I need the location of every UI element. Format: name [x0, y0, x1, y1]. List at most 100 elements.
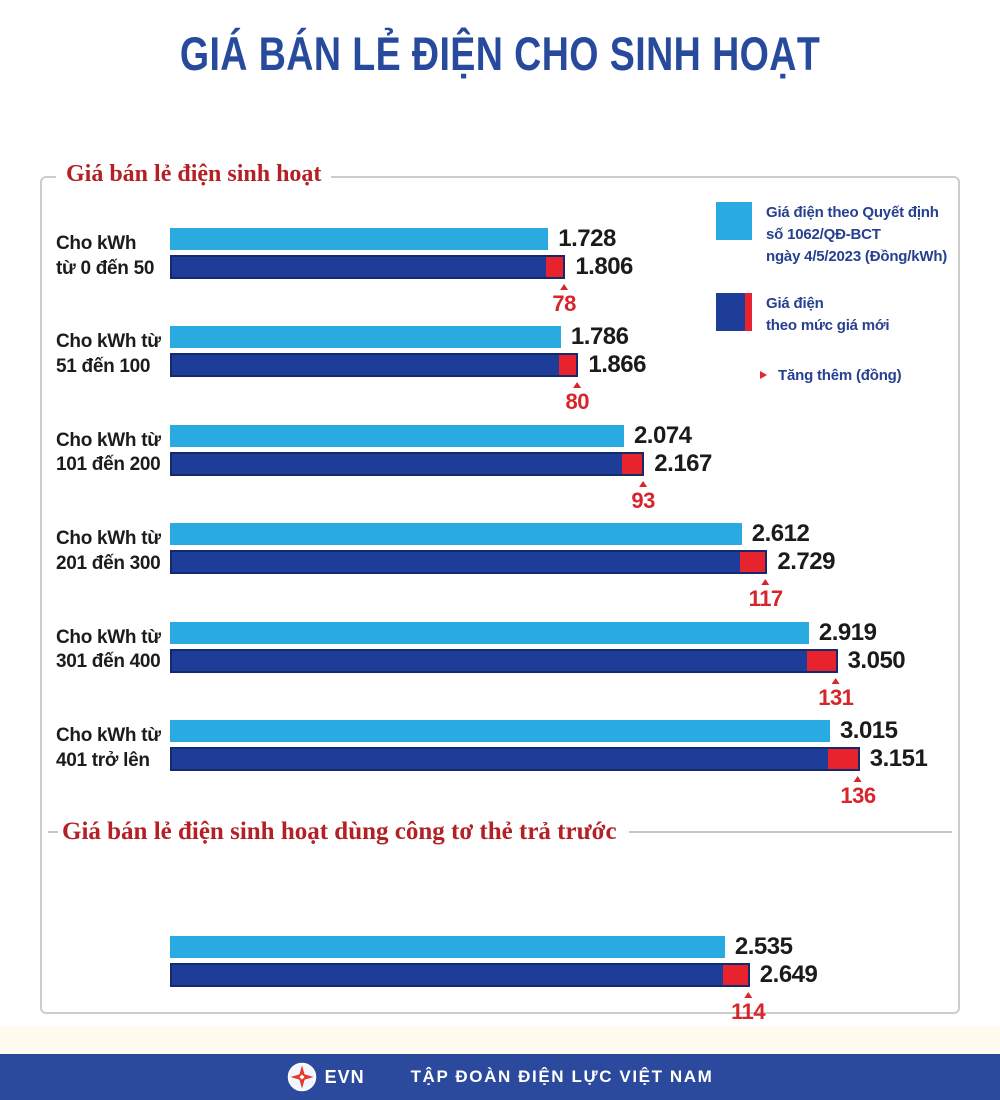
legend-line: số 1062/QĐ-BCT — [766, 225, 881, 243]
legend-line: Giá điện theo Quyết định — [766, 204, 939, 221]
bar-old-price — [170, 719, 830, 742]
value-label-new: 2.649 — [759, 961, 818, 989]
group-label: Cho kWh từ 201 đến 300 — [42, 523, 170, 576]
bar-increase-tip — [828, 748, 858, 769]
bar-old-price — [170, 936, 725, 959]
bar-pair: 3.015 3.151 136 — [170, 716, 958, 808]
group-label-line1: Cho kWh từ — [56, 528, 161, 550]
evn-logo-text: EVN — [324, 1066, 365, 1087]
legend: Giá điện theo Quyết định số 1062/QĐ-BCT … — [716, 202, 948, 413]
tier-bar-groups: Cho kWh từ 0 đến 50 1.728 1.806 78 Cho kWh từ… — [42, 178, 958, 808]
group-label-line2: 51 đến 100 — [56, 356, 151, 378]
group-label: Cho kWh từ 401 trở lên — [42, 720, 170, 773]
section2-heading-row: Giá bán lẻ điện sinh hoạt dùng công tơ t… — [48, 818, 952, 846]
group-label: Cho kWh từ 301 đến 400 — [42, 622, 170, 675]
group-label-line2: 101 đến 200 — [56, 454, 161, 476]
bar-group: Cho kWh từ 301 đến 400 2.919 3.050 131 — [42, 618, 958, 710]
increase-callout: 93 — [631, 480, 655, 514]
increase-arrow-up-icon — [831, 677, 840, 684]
value-label-new: 3.050 — [847, 646, 906, 674]
legend-item-decision-price: Giá điện theo Quyết định số 1062/QĐ-BCT … — [716, 202, 948, 267]
bar-new-price — [170, 353, 579, 378]
bar-old-price — [170, 228, 549, 250]
bar-group: Cho kWh từ 401 trở lên 3.015 3.151 136 — [42, 716, 958, 808]
group-label-line2: từ 0 đến 50 — [56, 257, 155, 279]
value-label-old: 2.074 — [633, 421, 692, 449]
bar-increase-tip — [546, 257, 564, 277]
bar-new-price — [170, 746, 860, 771]
increase-value: 93 — [631, 487, 655, 513]
group-label-empty — [42, 936, 170, 987]
increase-value: 114 — [731, 999, 766, 1025]
group-label-line1: Cho kWh từ — [56, 626, 161, 648]
legend-label-decision-price: Giá điện theo Quyết định số 1062/QĐ-BCT … — [766, 202, 947, 267]
bar-old-price — [170, 621, 809, 644]
group-label-line2: 201 đến 300 — [56, 552, 161, 574]
increase-callout: 78 — [552, 284, 576, 317]
bar-group: Cho kWh từ 0 đến 50 1.728 1.806 78 — [42, 225, 958, 316]
bar-old-price — [170, 326, 561, 349]
section2-heading: Giá bán lẻ điện sinh hoạt dùng công tơ t… — [62, 818, 617, 846]
bar-group: Cho kWh từ 201 đến 300 2.612 2.729 117 — [42, 520, 958, 611]
group-label: Cho kWh từ 51 đến 100 — [42, 326, 170, 379]
increase-callout: 136 — [840, 775, 876, 809]
legend-swatch-new-price-icon — [716, 293, 752, 332]
footer-org-name: TẬP ĐOÀN ĐIỆN LỰC VIỆT NAM — [410, 1067, 714, 1086]
legend-line: Tăng thêm (đồng) — [778, 366, 902, 384]
increase-callout: 80 — [565, 382, 589, 415]
bar-pair: 1.728 1.806 78 — [170, 225, 958, 316]
evn-logo-icon — [287, 1062, 316, 1092]
legend-item-new-price: Giá điện theo mức giá mới — [716, 293, 948, 337]
increase-callout: 131 — [818, 677, 854, 711]
section1-heading: Giá bán lẻ điện sinh hoạt — [56, 161, 332, 188]
legend-item-increase: Tăng thêm (đồng) — [716, 363, 948, 387]
bar-pair: 2.919 3.050 131 — [170, 618, 958, 710]
legend-label-increase: Tăng thêm (đồng) — [778, 365, 902, 387]
infographic-page: GIÁ BÁN LẺ ĐIỆN CHO SINH HOẠT Giá bán lẻ… — [0, 26, 1000, 1100]
bar-new-price — [170, 255, 566, 279]
increase-callout: 117 — [749, 579, 783, 612]
increase-arrow-up-icon — [853, 775, 862, 782]
bar-old-price — [170, 424, 624, 447]
chart-frame: Giá bán lẻ điện sinh hoạt Giá điện theo … — [40, 161, 960, 1024]
legend-label-new-price: Giá điện theo mức giá mới — [766, 293, 890, 337]
increase-value: 131 — [818, 684, 854, 710]
increase-arrow-up-icon — [639, 480, 648, 487]
increase-callout: 114 — [731, 992, 766, 1025]
heading-rule-right — [628, 831, 952, 834]
increase-value: 117 — [748, 586, 784, 612]
value-label-old: 2.535 — [734, 933, 793, 961]
bar-new-price — [170, 648, 838, 673]
group-label-line1: Cho kWh từ — [56, 429, 161, 451]
value-label-old: 3.015 — [839, 716, 898, 744]
bar-increase-tip — [723, 965, 748, 986]
bar-pair: 1.786 1.866 80 — [170, 323, 958, 414]
cream-strip — [0, 1026, 1000, 1054]
bar-increase-tip — [622, 453, 643, 474]
group-label-line2: 401 trở lên — [56, 749, 150, 771]
value-label-old: 2.612 — [751, 520, 810, 548]
bar-group: 2.535 2.649 114 — [42, 933, 958, 1024]
group-label-line1: Cho kWh từ — [56, 331, 161, 353]
increase-arrow-up-icon — [744, 992, 753, 999]
value-label-new: 1.866 — [588, 351, 646, 379]
increase-arrow-up-icon — [573, 382, 582, 389]
group-label: Cho kWh từ 0 đến 50 — [42, 228, 170, 281]
bar-new-price — [170, 550, 768, 575]
bar-group: Cho kWh từ 101 đến 200 2.074 2.167 93 — [42, 421, 958, 513]
group-label-line1: Cho kWh từ — [56, 724, 161, 746]
legend-swatch-old-price-icon — [716, 202, 752, 240]
value-label-old: 1.786 — [570, 323, 629, 351]
value-label-old: 1.728 — [558, 225, 616, 252]
page-title: GIÁ BÁN LẺ ĐIỆN CHO SINH HOẠT — [179, 27, 821, 80]
bar-pair: 2.535 2.649 114 — [170, 933, 958, 1024]
legend-line: ngày 4/5/2023 (Đồng/kWh) — [766, 247, 948, 265]
group-label-line1: Cho kWh — [56, 233, 137, 254]
increase-value: 80 — [565, 389, 589, 415]
group-label: Cho kWh từ 101 đến 200 — [42, 425, 170, 478]
bar-increase-tip — [739, 552, 766, 573]
increase-arrow-up-icon — [560, 284, 569, 290]
bar-increase-tip — [559, 355, 577, 376]
value-label-old: 2.919 — [818, 618, 877, 646]
legend-line: theo mức giá mới — [766, 317, 890, 334]
